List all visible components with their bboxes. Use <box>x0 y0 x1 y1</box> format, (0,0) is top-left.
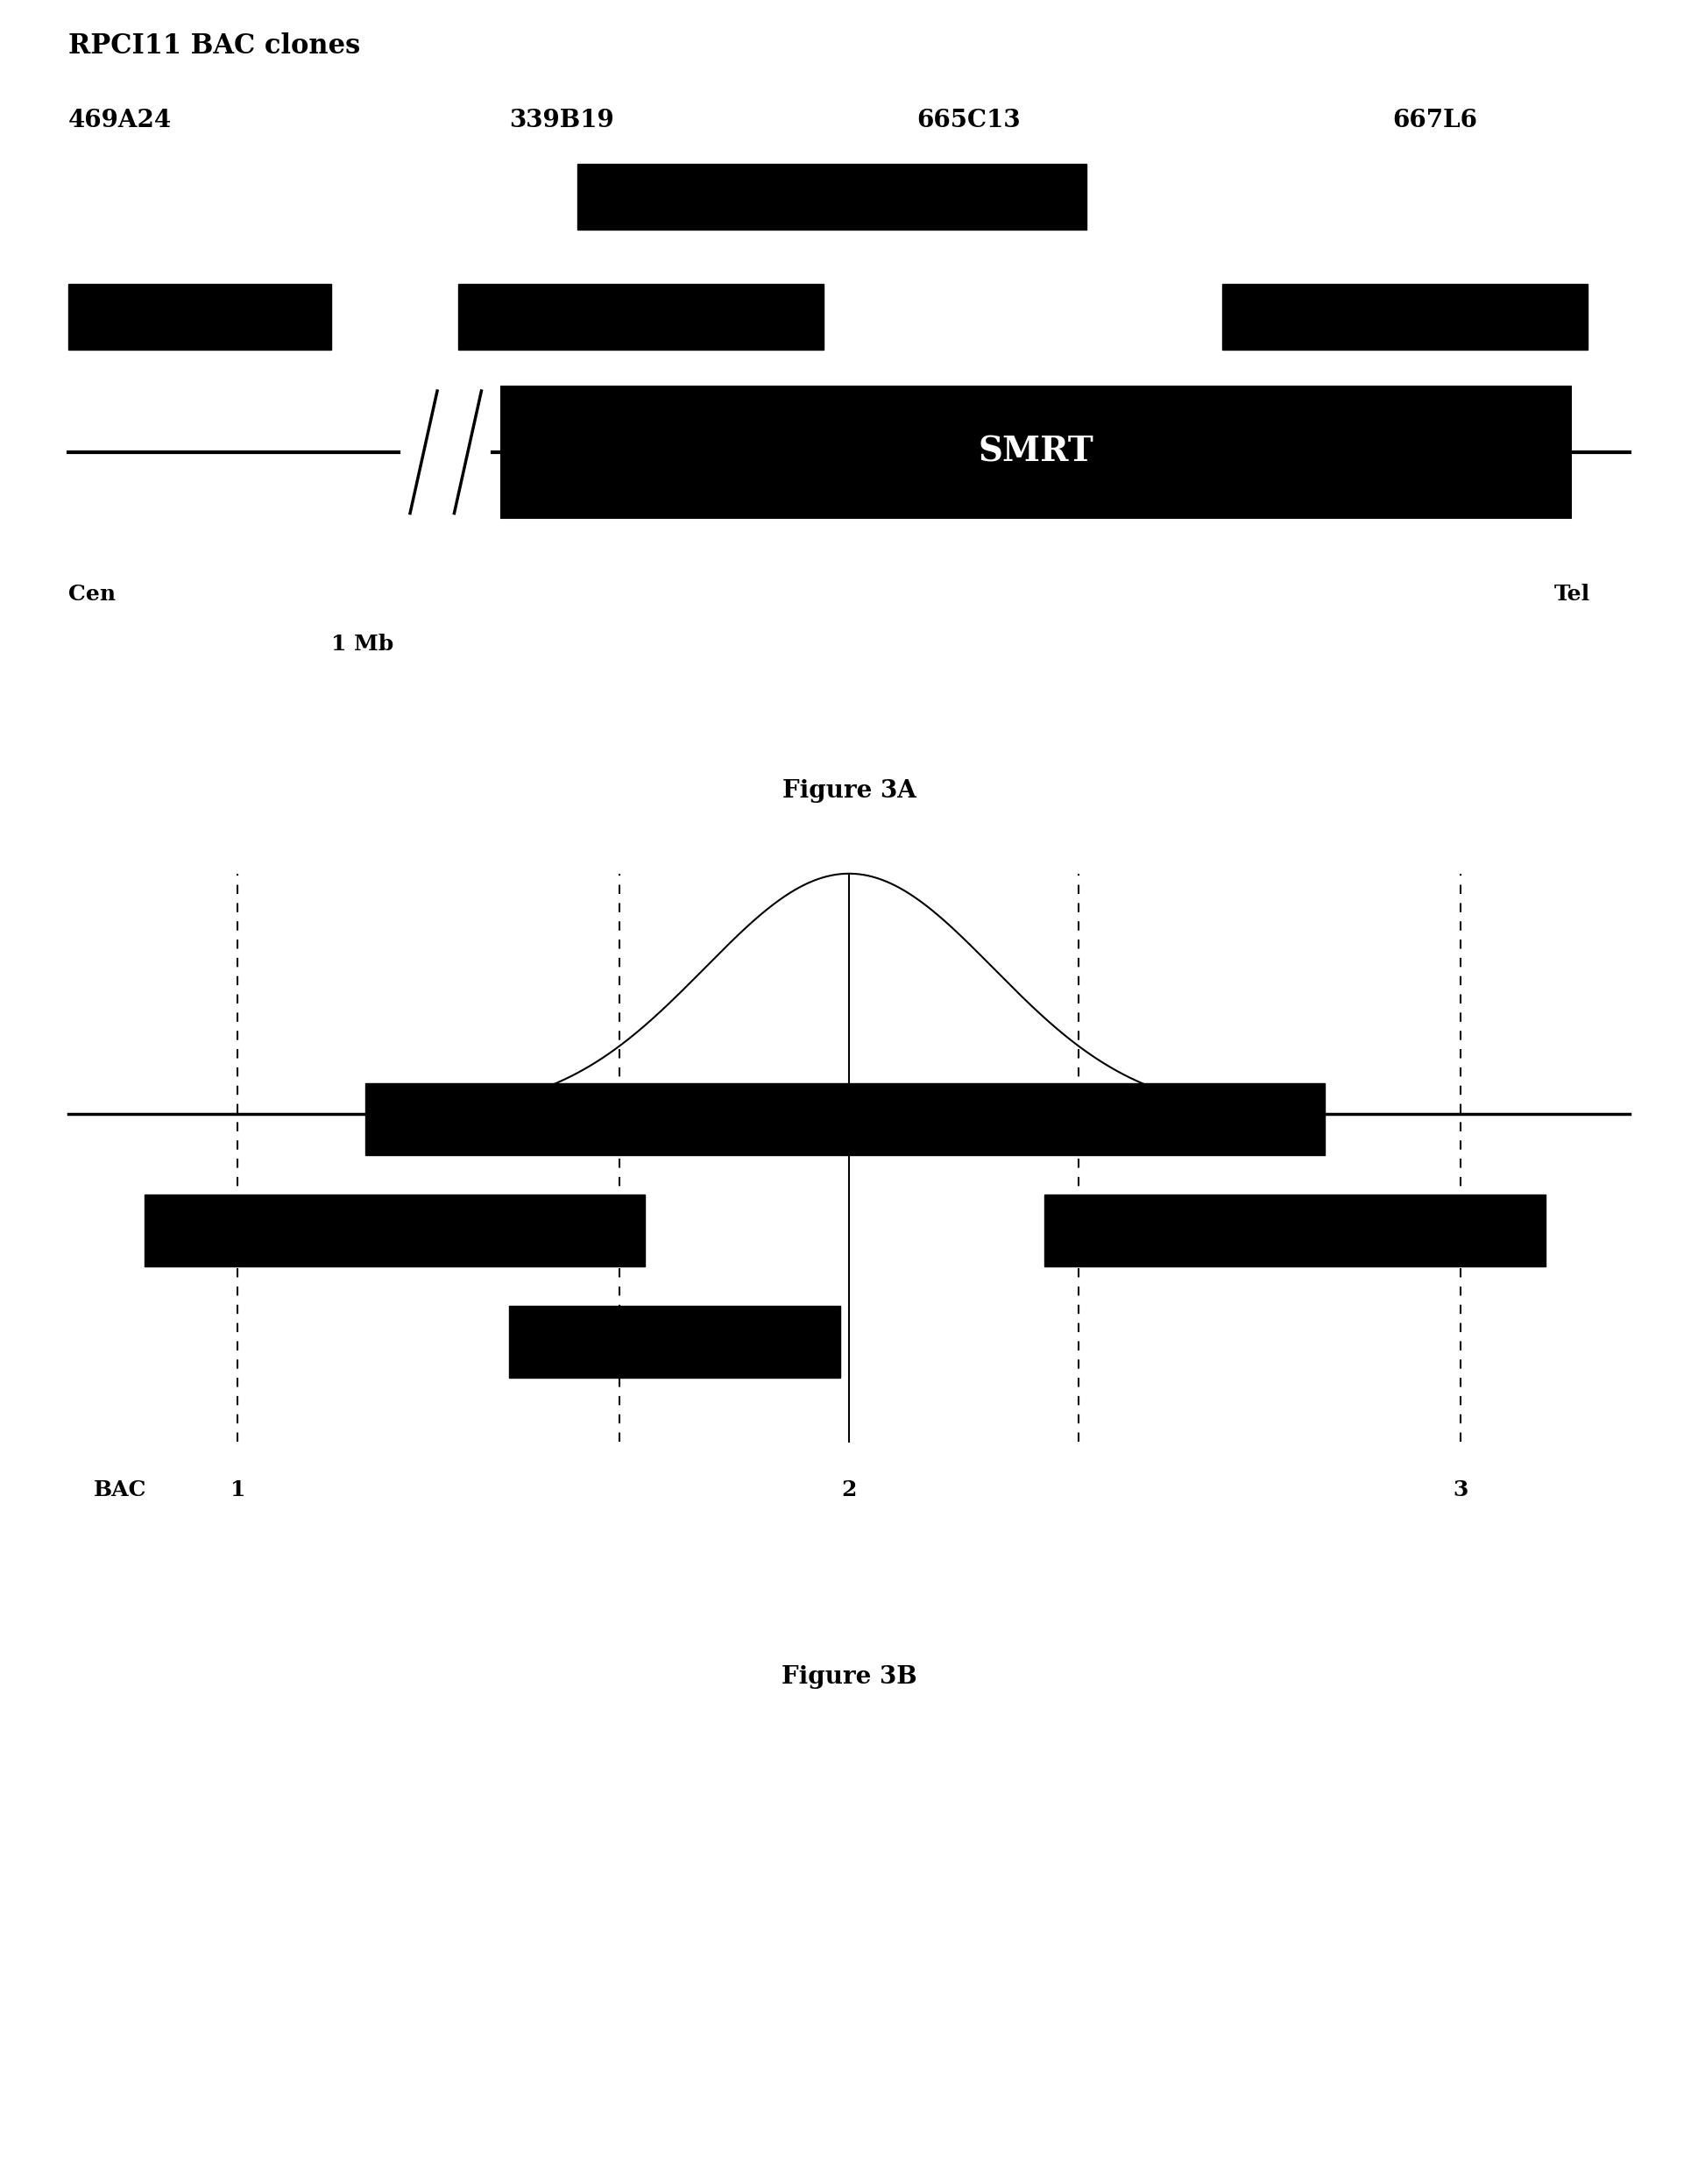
Text: 1 Mb: 1 Mb <box>331 633 394 655</box>
Bar <box>1223 284 1588 349</box>
Bar <box>509 1306 841 1378</box>
Text: RPCI11 BAC clones: RPCI11 BAC clones <box>68 33 360 59</box>
Text: Figure 3B: Figure 3B <box>781 1666 917 1688</box>
Text: 2: 2 <box>842 1479 856 1500</box>
Bar <box>458 284 824 349</box>
Text: 667L6: 667L6 <box>1392 109 1477 131</box>
Text: 665C13: 665C13 <box>917 109 1020 131</box>
Bar <box>1044 1195 1545 1267</box>
Bar <box>365 1083 1324 1155</box>
Text: 1: 1 <box>231 1479 245 1500</box>
Text: BAC: BAC <box>93 1479 146 1500</box>
Text: Tel: Tel <box>1554 583 1589 605</box>
Bar <box>577 164 1087 229</box>
Text: 469A24: 469A24 <box>68 109 171 131</box>
Bar <box>144 1195 645 1267</box>
Text: SMRT: SMRT <box>978 435 1094 470</box>
Text: Figure 3A: Figure 3A <box>783 780 915 802</box>
Text: 3: 3 <box>1453 1479 1467 1500</box>
Bar <box>68 284 331 349</box>
Text: 339B19: 339B19 <box>509 109 615 131</box>
Text: Cen: Cen <box>68 583 115 605</box>
Bar <box>501 387 1571 518</box>
